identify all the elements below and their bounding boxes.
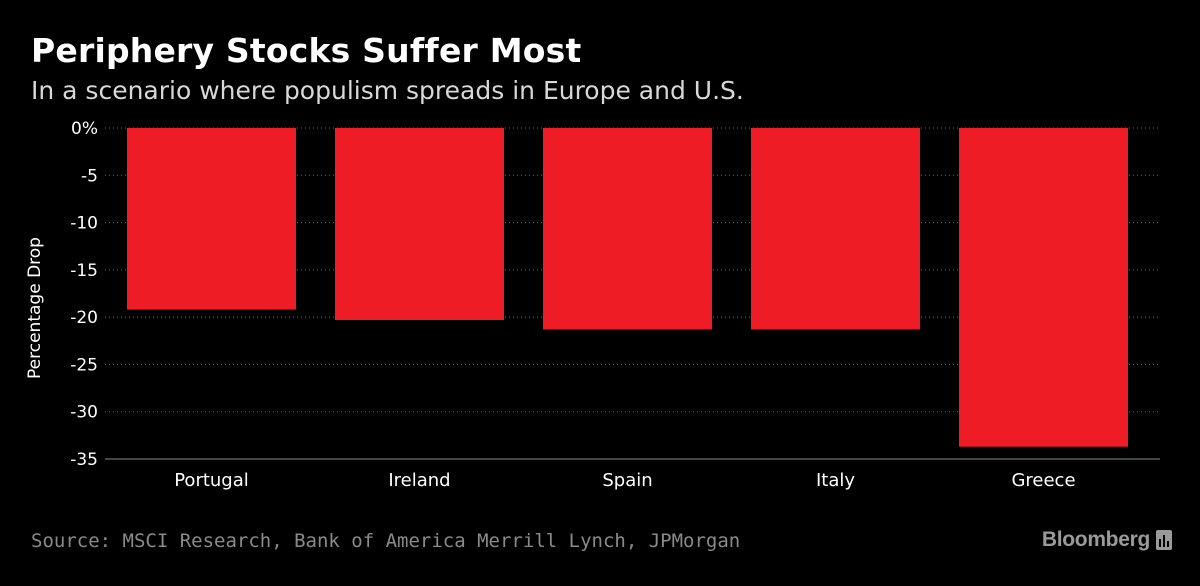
x-tick-label: Greece — [1011, 470, 1075, 491]
x-tick-label: Italy — [816, 470, 855, 491]
bar-chart: 0% -5 -10 -15 -20 -25 -30 -35 Portugal Ireland Spa… — [25, 119, 1160, 491]
source-note: Source: MSCI Research, Bank of America M… — [31, 530, 741, 552]
y-tick-label: -30 — [70, 403, 98, 423]
axes: 0% -5 -10 -15 -20 -25 -30 -35 Portugal Ireland Spa… — [70, 119, 1160, 491]
bar-greece — [959, 128, 1128, 447]
bar-ireland — [335, 128, 504, 320]
bar-spain — [543, 128, 712, 330]
x-tick-label: Portugal — [174, 470, 249, 491]
bloomberg-chart-icon — [1156, 530, 1172, 550]
brand-logo: Bloomberg — [1042, 528, 1172, 552]
y-tick-label: 0% — [71, 119, 98, 139]
x-tick-label: Ireland — [388, 470, 450, 491]
chart-title: Periphery Stocks Suffer Most — [31, 31, 582, 70]
y-tick-label: -5 — [81, 166, 98, 186]
y-tick-label: -20 — [70, 308, 98, 328]
bar-italy — [751, 128, 920, 330]
x-tick-label: Spain — [602, 470, 652, 491]
y-tick-label: -35 — [70, 450, 98, 470]
y-tick-label: -15 — [70, 261, 98, 281]
chart-subtitle: In a scenario where populism spreads in … — [31, 76, 744, 105]
bar-portugal — [127, 128, 296, 310]
y-tick-label: -10 — [70, 214, 98, 234]
y-axis-label: Percentage Drop — [25, 237, 45, 379]
y-tick-label: -25 — [70, 355, 98, 375]
brand-name: Bloomberg — [1041, 528, 1150, 551]
bars — [127, 128, 1128, 447]
